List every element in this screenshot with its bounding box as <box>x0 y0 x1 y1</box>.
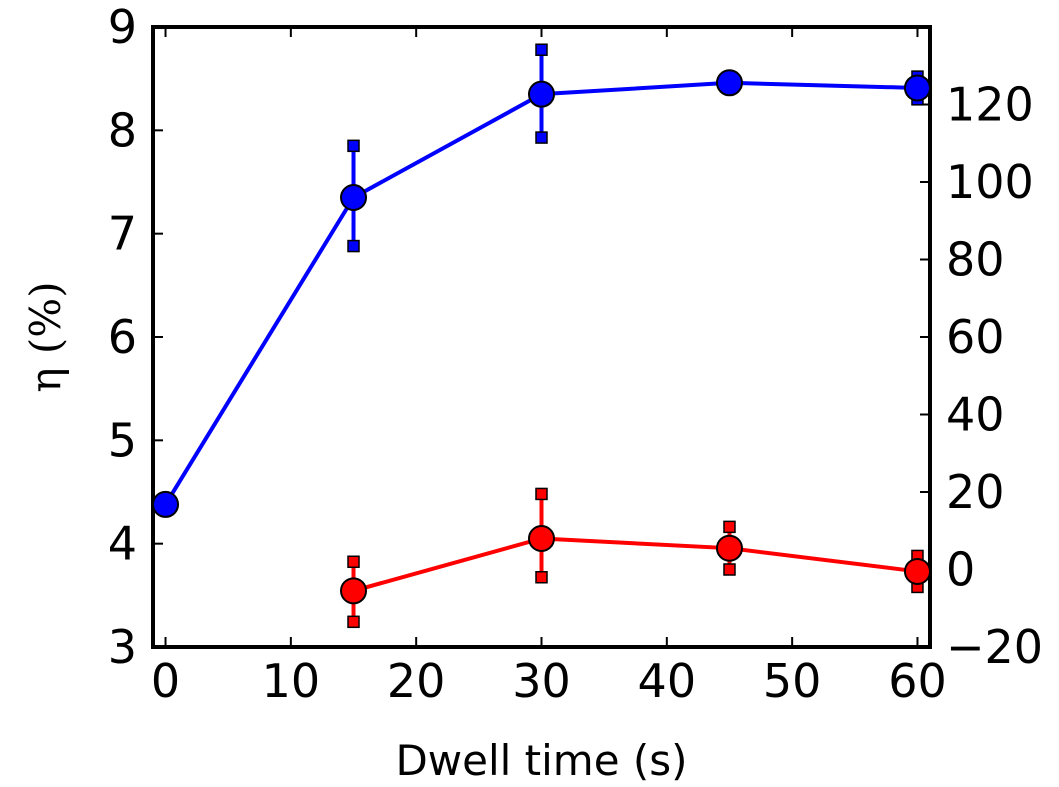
data-point-red <box>340 577 368 605</box>
error-cap-red <box>723 520 736 534</box>
error-cap-red <box>535 571 548 584</box>
data-point-red <box>528 525 555 552</box>
x-tick-label: 10 <box>262 654 321 708</box>
x-tick-label: 50 <box>763 654 822 708</box>
y-tick-label: 3 <box>108 620 137 674</box>
error-cap-blue <box>347 139 360 153</box>
y2-tick-label: 100 <box>946 155 1034 209</box>
error-cap-red <box>723 563 736 576</box>
labels-layer: 0 10 20 30 40 50 60 3 4 5 6 7 8 9 −20 0 20 40 60 80 100 120 <box>108 0 1043 708</box>
error-cap-red <box>535 487 548 501</box>
error-cap-blue <box>535 43 548 56</box>
x-tick-label: 20 <box>387 654 446 708</box>
data-point-blue <box>715 69 743 97</box>
y-tick-label: 8 <box>108 103 137 157</box>
series-blue <box>152 43 931 518</box>
data-point-blue <box>903 74 931 102</box>
x-tick-label: 60 <box>888 654 947 708</box>
error-cap-blue <box>347 239 360 253</box>
y2-tick-label: 80 <box>946 233 1005 287</box>
y-tick-label: 7 <box>108 207 137 261</box>
y-tick-label: 6 <box>108 310 137 364</box>
y-tick-label: 5 <box>108 413 137 467</box>
y2-tick-label: 60 <box>946 310 1005 364</box>
ticks-layer <box>153 26 930 648</box>
series-red <box>340 487 931 629</box>
error-cap-red <box>347 615 360 629</box>
x-axis-title: Dwell time (s) <box>395 736 687 785</box>
y-tick-label: 4 <box>108 517 137 571</box>
series-layer <box>152 43 931 629</box>
y-tick-label: 9 <box>108 0 137 54</box>
data-point-red <box>903 557 931 585</box>
data-point-red <box>715 534 743 562</box>
x-tick-label: 0 <box>151 654 180 708</box>
data-point-blue <box>152 490 180 518</box>
y2-tick-label: 40 <box>946 388 1005 442</box>
data-point-blue <box>340 184 368 211</box>
error-cap-blue <box>535 131 548 144</box>
x-tick-label: 40 <box>638 654 697 708</box>
y-axis-title: η (%) <box>21 281 70 392</box>
x-tick-label: 30 <box>512 654 571 708</box>
y2-tick-label: 0 <box>946 543 975 597</box>
series-line-red <box>352 536 918 593</box>
data-point-blue <box>528 80 555 108</box>
error-cap-red <box>347 555 360 568</box>
y2-tick-label: 20 <box>946 465 1005 519</box>
y2-tick-label: −20 <box>946 620 1043 674</box>
series-line-blue <box>163 80 918 506</box>
y2-tick-label: 120 <box>946 78 1034 132</box>
